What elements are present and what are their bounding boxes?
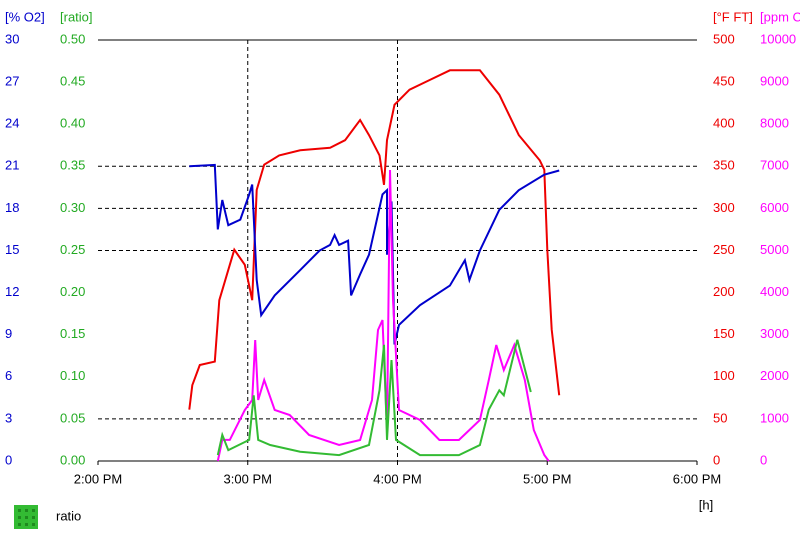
y-tick-label: 400 bbox=[713, 116, 735, 131]
y-tick-label: 0.20 bbox=[60, 284, 85, 299]
y-tick-label: 2000 bbox=[760, 368, 789, 383]
legend-swatch-dot bbox=[18, 509, 21, 512]
y-tick-label: 18 bbox=[5, 200, 19, 215]
axis-title: [ratio] bbox=[60, 9, 93, 24]
y-tick-label: 250 bbox=[713, 242, 735, 257]
legend-swatch-dot bbox=[32, 523, 35, 526]
series-line bbox=[189, 163, 560, 345]
y-tick-label: 0.15 bbox=[60, 326, 85, 341]
x-tick-label: 4:00 PM bbox=[373, 471, 421, 486]
y-tick-label: 0.10 bbox=[60, 368, 85, 383]
axis-title: [°F FT] bbox=[713, 9, 753, 24]
y-tick-label: 0.40 bbox=[60, 116, 85, 131]
legend-swatch-dot bbox=[25, 516, 28, 519]
y-tick-label: 3000 bbox=[760, 326, 789, 341]
y-tick-label: 6000 bbox=[760, 200, 789, 215]
x-tick-label: 6:00 PM bbox=[673, 471, 721, 486]
y-tick-label: 5000 bbox=[760, 242, 789, 257]
y-tick-label: 0 bbox=[5, 452, 12, 467]
axis-title: [% O2] bbox=[5, 9, 45, 24]
y-tick-label: 500 bbox=[713, 31, 735, 46]
y-tick-label: 0.00 bbox=[60, 452, 85, 467]
y-tick-label: 0.50 bbox=[60, 31, 85, 46]
y-tick-label: 100 bbox=[713, 368, 735, 383]
legend-swatch-dot bbox=[32, 509, 35, 512]
y-tick-label: 0.05 bbox=[60, 410, 85, 425]
y-tick-label: 30 bbox=[5, 31, 19, 46]
y-tick-label: 200 bbox=[713, 284, 735, 299]
y-tick-label: 0.25 bbox=[60, 242, 85, 257]
series-line bbox=[216, 339, 532, 457]
y-tick-label: 150 bbox=[713, 326, 735, 341]
y-tick-label: 300 bbox=[713, 200, 735, 215]
y-tick-label: 0.30 bbox=[60, 200, 85, 215]
legend-swatch-dot bbox=[25, 523, 28, 526]
y-tick-label: 1000 bbox=[760, 410, 789, 425]
legend-swatch-dot bbox=[25, 509, 28, 512]
x-tick-label: 2:00 PM bbox=[74, 471, 122, 486]
y-tick-label: 50 bbox=[713, 410, 727, 425]
series-line bbox=[216, 169, 550, 462]
y-tick-label: 10000 bbox=[760, 31, 796, 46]
x-tick-label: 5:00 PM bbox=[523, 471, 571, 486]
y-tick-label: 21 bbox=[5, 158, 19, 173]
y-tick-label: 24 bbox=[5, 116, 19, 131]
y-tick-label: 6 bbox=[5, 368, 12, 383]
y-tick-label: 27 bbox=[5, 74, 19, 89]
y-tick-label: 0 bbox=[713, 452, 720, 467]
y-tick-label: 450 bbox=[713, 74, 735, 89]
y-tick-label: 9000 bbox=[760, 74, 789, 89]
y-tick-label: 4000 bbox=[760, 284, 789, 299]
legend-swatch-dot bbox=[32, 516, 35, 519]
x-axis-label: [h] bbox=[699, 497, 713, 512]
y-tick-label: 15 bbox=[5, 242, 19, 257]
y-tick-label: 350 bbox=[713, 158, 735, 173]
y-tick-label: 8000 bbox=[760, 116, 789, 131]
y-tick-label: 3 bbox=[5, 410, 12, 425]
axis-title: [ppm CO] bbox=[760, 9, 800, 24]
y-tick-label: 0 bbox=[760, 452, 767, 467]
y-tick-label: 0.35 bbox=[60, 158, 85, 173]
y-tick-label: 0.45 bbox=[60, 74, 85, 89]
y-tick-label: 7000 bbox=[760, 158, 789, 173]
y-tick-label: 9 bbox=[5, 326, 12, 341]
series-line bbox=[188, 69, 561, 410]
legend-label: ratio bbox=[56, 508, 81, 523]
y-tick-label: 12 bbox=[5, 284, 19, 299]
legend-swatch-dot bbox=[18, 516, 21, 519]
x-tick-label: 3:00 PM bbox=[224, 471, 272, 486]
legend-swatch-dot bbox=[18, 523, 21, 526]
